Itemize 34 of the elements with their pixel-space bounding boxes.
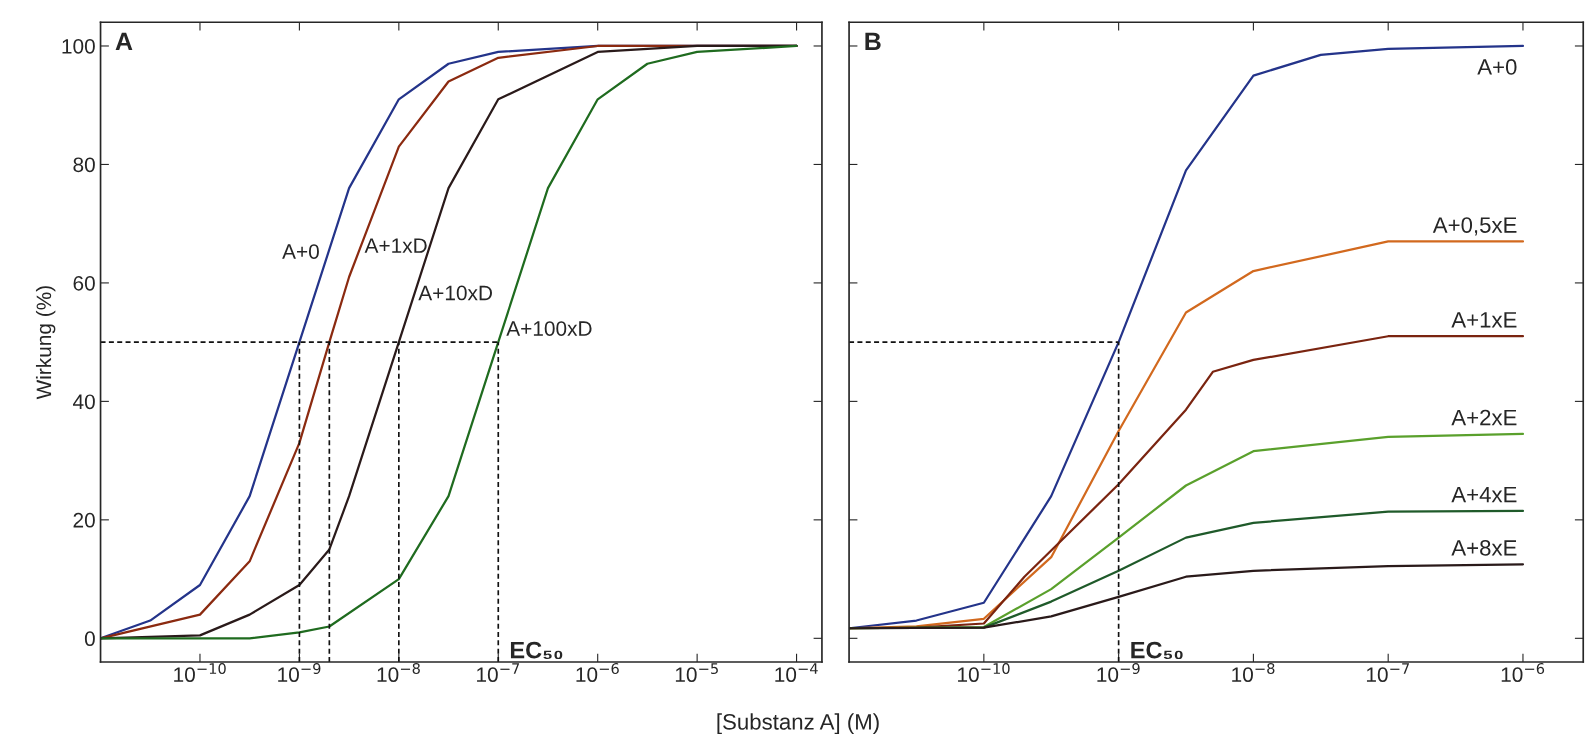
y-tick-label: 20 xyxy=(73,512,95,528)
x-tick-label: 10$^{−9}$ xyxy=(278,663,321,683)
x-tick-label: 10$^{−6}$ xyxy=(576,663,619,683)
y-tick-label: 60 xyxy=(73,275,95,291)
annotation: EC₅₀ xyxy=(510,641,563,660)
x-tick-label: 10$^{−8}$ xyxy=(377,663,420,683)
y-tick-label: 40 xyxy=(72,394,95,410)
series-label: A+8xE xyxy=(1451,539,1517,556)
chart-title: A xyxy=(115,32,133,50)
x-tick-label: 10$^{−5}$ xyxy=(675,663,718,683)
series-label: A+2xE xyxy=(1451,409,1517,426)
x-tick-label: 10$^{−7}$ xyxy=(477,663,520,683)
y-tick-label: 0 xyxy=(84,631,95,647)
x-tick-label: 10$^{−6}$ xyxy=(1501,663,1545,683)
x-tick-label: 10$^{−7}$ xyxy=(1366,663,1409,683)
series-label: A+1xD xyxy=(364,238,427,253)
x-tick-label: 10$^{−8}$ xyxy=(1232,663,1275,683)
chart-title: B xyxy=(865,32,881,50)
series-label: A+0 xyxy=(1477,59,1517,75)
annotation: EC₅₀ xyxy=(1131,641,1183,660)
x-tick-label: 10$^{−4}$ xyxy=(775,663,818,683)
series-label: A+100xD xyxy=(506,321,592,336)
series-label: A+10xD xyxy=(418,285,492,301)
y-tick-label: 100 xyxy=(62,38,95,54)
series-label: A+4xE xyxy=(1451,486,1517,503)
series-label: A+1xE xyxy=(1451,312,1517,328)
x-tick-label: 10$^{−10}$ xyxy=(958,663,1010,683)
y-tick-label: 80 xyxy=(73,157,95,173)
x-tick-label: 10$^{−9}$ xyxy=(1097,663,1140,683)
x-tick-label: 10$^{−10}$ xyxy=(174,663,226,683)
y-axis-title: Wirkung (%) xyxy=(35,286,56,400)
x-axis-title: [Substanz A] (M) xyxy=(717,713,879,735)
series-label: A+0 xyxy=(282,244,319,259)
series-label: A+0,5xE xyxy=(1432,217,1517,236)
